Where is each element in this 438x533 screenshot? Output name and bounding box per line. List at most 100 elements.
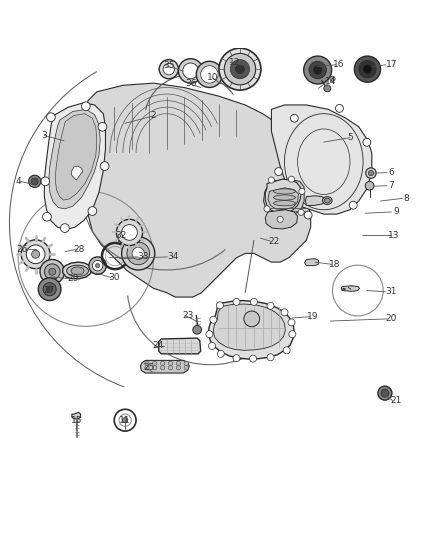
Polygon shape xyxy=(305,196,325,205)
Polygon shape xyxy=(272,105,372,214)
Circle shape xyxy=(32,250,40,259)
Circle shape xyxy=(216,302,223,309)
Ellipse shape xyxy=(274,195,295,200)
Circle shape xyxy=(366,168,376,179)
Text: 26: 26 xyxy=(17,245,28,254)
Text: 2: 2 xyxy=(151,111,156,120)
Circle shape xyxy=(168,361,173,366)
Circle shape xyxy=(127,242,150,265)
Text: 25: 25 xyxy=(144,364,155,372)
Text: 10: 10 xyxy=(207,74,218,83)
Circle shape xyxy=(145,361,149,366)
Text: 20: 20 xyxy=(386,314,397,324)
Text: 21: 21 xyxy=(390,396,402,405)
Circle shape xyxy=(208,343,215,350)
Circle shape xyxy=(81,102,90,111)
Polygon shape xyxy=(84,83,311,297)
Circle shape xyxy=(160,361,165,366)
Circle shape xyxy=(363,139,371,146)
Circle shape xyxy=(38,278,61,301)
Circle shape xyxy=(233,298,240,305)
Circle shape xyxy=(184,361,188,366)
Circle shape xyxy=(60,224,69,232)
Text: 35: 35 xyxy=(163,61,174,70)
Circle shape xyxy=(309,61,326,79)
Circle shape xyxy=(193,326,201,334)
Circle shape xyxy=(201,66,218,83)
Circle shape xyxy=(281,309,288,316)
Circle shape xyxy=(95,263,100,268)
Circle shape xyxy=(206,330,213,338)
Circle shape xyxy=(168,366,173,370)
Polygon shape xyxy=(63,262,92,279)
Circle shape xyxy=(298,209,304,215)
Circle shape xyxy=(244,311,260,327)
Circle shape xyxy=(88,207,97,215)
Text: 24: 24 xyxy=(152,342,163,351)
Polygon shape xyxy=(265,179,301,213)
Circle shape xyxy=(28,175,41,188)
Circle shape xyxy=(145,366,149,370)
Circle shape xyxy=(365,181,374,190)
Polygon shape xyxy=(208,301,294,359)
Polygon shape xyxy=(159,338,201,354)
Circle shape xyxy=(44,264,60,280)
Circle shape xyxy=(163,63,174,75)
Circle shape xyxy=(92,261,103,271)
Circle shape xyxy=(230,60,250,79)
Text: 17: 17 xyxy=(386,60,397,69)
Text: 11: 11 xyxy=(120,416,131,425)
Circle shape xyxy=(176,366,180,370)
Circle shape xyxy=(184,366,188,370)
Circle shape xyxy=(378,386,392,400)
Circle shape xyxy=(299,188,305,195)
Circle shape xyxy=(368,171,374,176)
Circle shape xyxy=(152,361,157,366)
Circle shape xyxy=(267,354,274,361)
Text: 22: 22 xyxy=(268,237,279,246)
Text: 29: 29 xyxy=(67,274,78,283)
Polygon shape xyxy=(304,259,318,265)
Circle shape xyxy=(268,177,275,183)
Text: 5: 5 xyxy=(347,133,353,142)
Circle shape xyxy=(304,56,332,84)
Ellipse shape xyxy=(324,198,330,203)
Text: 3: 3 xyxy=(42,131,47,140)
Circle shape xyxy=(176,361,180,366)
Text: 16: 16 xyxy=(333,60,345,69)
Polygon shape xyxy=(141,360,189,373)
Text: 13: 13 xyxy=(388,231,399,239)
Polygon shape xyxy=(55,114,97,200)
Circle shape xyxy=(290,114,298,122)
Circle shape xyxy=(100,161,109,171)
Circle shape xyxy=(233,354,240,362)
Circle shape xyxy=(217,350,224,357)
Text: 30: 30 xyxy=(109,273,120,282)
Circle shape xyxy=(178,59,203,83)
Text: 7: 7 xyxy=(389,181,394,190)
Circle shape xyxy=(224,53,256,85)
Circle shape xyxy=(160,366,165,370)
Polygon shape xyxy=(71,166,83,180)
Circle shape xyxy=(42,212,51,221)
Polygon shape xyxy=(265,210,297,229)
Circle shape xyxy=(98,123,107,131)
Ellipse shape xyxy=(322,197,332,205)
Circle shape xyxy=(283,347,290,354)
Polygon shape xyxy=(72,413,81,419)
Circle shape xyxy=(159,60,178,79)
Text: 4: 4 xyxy=(15,177,21,186)
Polygon shape xyxy=(44,103,106,229)
Circle shape xyxy=(46,286,53,292)
Circle shape xyxy=(288,176,294,182)
Circle shape xyxy=(250,355,257,362)
Text: 8: 8 xyxy=(404,194,410,203)
Text: 34: 34 xyxy=(167,253,179,261)
Circle shape xyxy=(219,48,261,90)
Circle shape xyxy=(304,211,312,219)
Polygon shape xyxy=(213,304,286,350)
Circle shape xyxy=(381,389,389,397)
Circle shape xyxy=(46,113,55,122)
Text: 14: 14 xyxy=(325,77,336,86)
Text: 9: 9 xyxy=(393,207,399,216)
